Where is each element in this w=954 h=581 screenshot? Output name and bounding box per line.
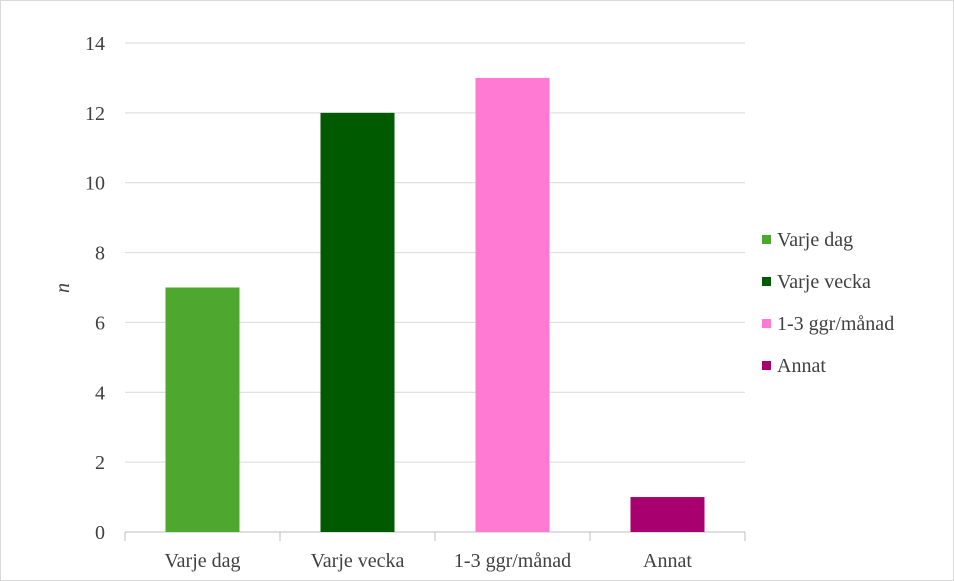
x-tick-label: Varje vecka (311, 550, 405, 572)
y-tick-label: 12 (85, 103, 105, 125)
x-tick-label: 1-3 ggr/månad (454, 550, 571, 572)
y-tick-label: 8 (95, 243, 105, 265)
legend-swatch (762, 319, 771, 328)
axes (124, 531, 746, 541)
bar (165, 287, 240, 532)
bar (475, 77, 550, 532)
bar (630, 497, 705, 532)
legend-swatch (762, 277, 771, 286)
y-tick-label: 6 (95, 312, 105, 334)
bars (165, 77, 705, 532)
y-tick-label: 14 (85, 33, 105, 55)
legend-swatch (762, 235, 771, 244)
legend-swatch (762, 361, 771, 370)
y-tick-label: 10 (85, 173, 105, 195)
legend-label: Varje vecka (777, 271, 871, 293)
y-tick-label: 4 (95, 382, 105, 404)
x-tick-label: Annat (643, 550, 692, 572)
x-tick-labels: Varje dag Varje vecka 1-3 ggr/månad Annat (164, 550, 692, 572)
y-tick-label: 2 (95, 452, 105, 474)
y-tick-labels: 0 2 4 6 8 10 12 14 (85, 33, 105, 544)
y-axis-title: n (52, 283, 74, 293)
bar (320, 112, 395, 532)
legend-label: Annat (777, 355, 826, 377)
legend: Varje dag Varje vecka 1-3 ggr/månad Annat (762, 229, 894, 377)
legend-label: Varje dag (777, 229, 853, 251)
legend-label: 1-3 ggr/månad (777, 313, 894, 335)
x-tick-label: Varje dag (164, 550, 240, 572)
y-tick-label: 0 (95, 522, 105, 544)
